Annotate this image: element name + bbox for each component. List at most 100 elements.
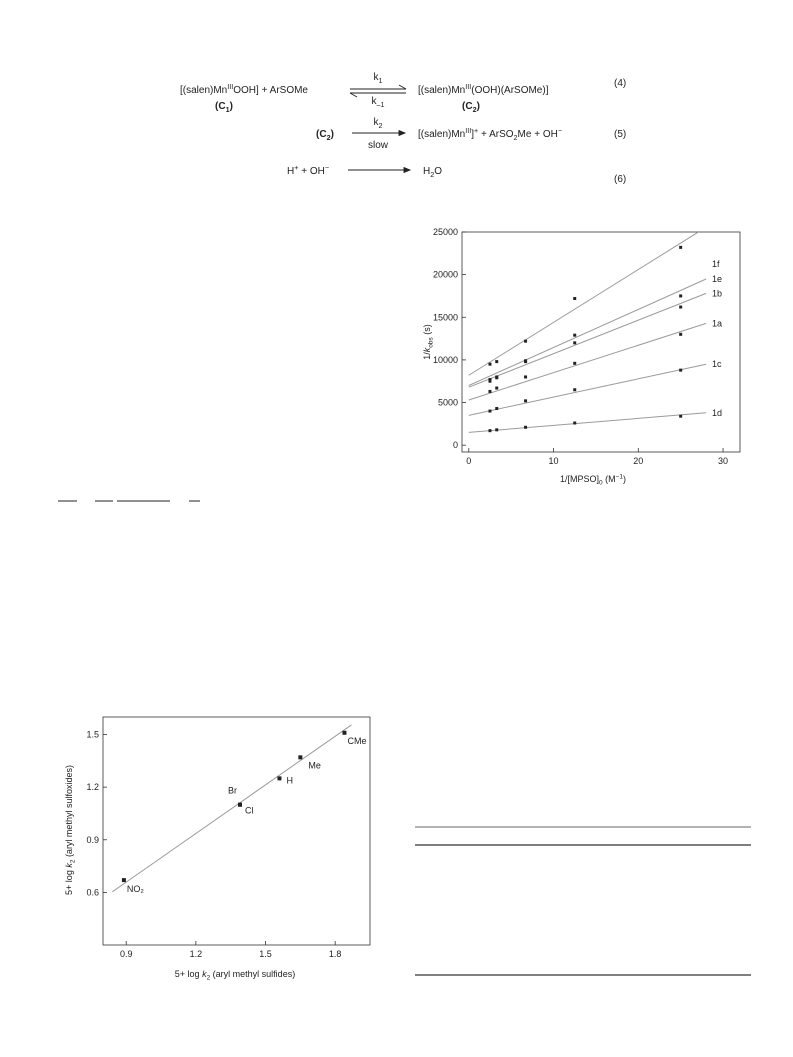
- data-point: [524, 339, 528, 343]
- equation-number: (6): [614, 174, 626, 185]
- rate-constant: k1: [374, 72, 383, 85]
- y-axis-label-part: 2: [70, 859, 77, 863]
- product-part: III: [465, 126, 471, 135]
- y-axis-label-part: 1/: [422, 352, 432, 360]
- data-point: [488, 378, 492, 382]
- arrow-head: [403, 166, 412, 174]
- scheme-arrows: [348, 84, 412, 174]
- reactant: [(salen)MnIIIOOH] + ArSOMe: [180, 82, 308, 96]
- series-label: 1c: [712, 359, 722, 369]
- series-label: 1e: [712, 274, 722, 284]
- compound-label-part: (C: [462, 101, 473, 112]
- y-tick-label: 1.5: [86, 730, 99, 740]
- y-tick-label: 10000: [433, 355, 458, 365]
- data-point: [573, 388, 577, 392]
- point-label: NO₂: [127, 884, 145, 894]
- x-axis-label-part: −1: [616, 473, 624, 480]
- data-point: [298, 755, 303, 760]
- x-axis-label-part: 5+ log: [175, 969, 202, 979]
- compound-label: (C2): [316, 129, 334, 142]
- x-axis-label: 1/[MPSO]0 (M−1): [560, 473, 626, 486]
- data-point: [495, 428, 499, 432]
- fit-line: [468, 322, 707, 401]
- product-part: ]: [471, 129, 474, 140]
- rate-constant-part: 1: [379, 76, 383, 85]
- fit-line: [468, 232, 700, 376]
- data-point: [573, 341, 577, 345]
- data-point: [488, 362, 492, 366]
- rate-constant-part: k: [374, 117, 380, 128]
- data-point: [488, 379, 492, 383]
- y-axis-label-part: k: [64, 863, 74, 868]
- compound-label-part: 1: [226, 105, 230, 114]
- y-tick-label: 20000: [433, 270, 458, 280]
- plot-area: [468, 232, 707, 433]
- plot-frame: [461, 231, 741, 453]
- product-part: O: [434, 166, 442, 177]
- scheme: [(salen)MnIIIOOH] + ArSOMe(C1)k1k–1[(sal…: [180, 72, 626, 185]
- data-point: [495, 407, 499, 411]
- reactant-part: OOH] + ArSOMe: [233, 85, 308, 96]
- data-point: [524, 425, 528, 429]
- product-part: + ArSO: [478, 129, 514, 140]
- x-axis-label: 5+ log k2 (aryl methyl sulfides): [175, 969, 295, 982]
- compound-label-part: 2: [473, 105, 477, 114]
- reactant-part: H: [287, 166, 294, 177]
- x-axis-label-part: 0: [599, 480, 603, 487]
- data-point: [679, 305, 683, 309]
- x-axis-label-part: 1/[MPSO]: [560, 474, 599, 484]
- reactant-part: [(salen)Mn: [180, 85, 227, 96]
- data-point: [495, 376, 499, 380]
- x-tick-label: 10: [549, 456, 559, 466]
- equation-number: (5): [614, 129, 626, 140]
- series-label: 1a: [712, 318, 722, 328]
- fit-line: [468, 363, 707, 416]
- x-axis-label-part: (M: [603, 474, 616, 484]
- y-axis-label-part: k: [422, 347, 432, 352]
- series-label: 1d: [712, 408, 722, 418]
- y-tick-label: 1.2: [86, 782, 99, 792]
- data-point: [342, 730, 347, 735]
- arrow-head: [398, 129, 407, 137]
- compound-label-part: ): [230, 101, 233, 112]
- x-axis-label-part: 2: [207, 975, 211, 982]
- x-axis-label-part: ): [623, 474, 626, 484]
- x-tick-label: 1.2: [190, 949, 203, 959]
- compound-label: (C2): [462, 101, 480, 114]
- data-point: [495, 386, 499, 390]
- data-point: [573, 421, 577, 425]
- data-point: [524, 375, 528, 379]
- x-tick-label: 0.9: [120, 949, 133, 959]
- series-label: 1f: [712, 259, 720, 269]
- condition: slow: [368, 140, 389, 151]
- product-part: [(salen)Mn: [418, 85, 465, 96]
- compound-label-part: (C: [215, 101, 226, 112]
- rate-constant: k–1: [372, 96, 385, 109]
- point-label: Me: [308, 760, 321, 770]
- product: [(salen)MnIII]+ + ArSO2Me + OH−: [418, 126, 562, 142]
- rate-constant-part: k: [372, 96, 378, 107]
- x-axis-label-part: k: [202, 969, 207, 979]
- x-axis-label-part: (aryl methyl sulfides): [210, 969, 295, 979]
- product-part: +: [474, 126, 478, 135]
- product-part: (OOH)(ArSOMe)]: [471, 85, 548, 96]
- x-tick-label: 20: [633, 456, 643, 466]
- y-axis-label-part: 5+ log: [64, 868, 74, 895]
- point-label: Br: [228, 786, 237, 796]
- data-point: [679, 245, 683, 249]
- fit-line: [468, 412, 707, 433]
- chart: 0 5000 10000 15000 20000 25000 0 10 20 30 1/[MPSO]…: [422, 227, 741, 487]
- data-point: [237, 802, 242, 807]
- product-part: Me + OH: [518, 129, 558, 140]
- arrow-head: [398, 84, 407, 90]
- product-part: −: [558, 126, 562, 135]
- x-tick-label: 1.8: [329, 949, 342, 959]
- compound-label-part: ): [477, 101, 480, 112]
- chart: 0.60.91.21.50.9 1.2 1.5 1.85+ log k2 (aryl …: [64, 716, 371, 982]
- data-point: [679, 332, 683, 336]
- compound-label-part: 2: [327, 133, 331, 142]
- reactant: H+ + OH−: [287, 163, 329, 177]
- rate-constant-part: k: [374, 72, 380, 83]
- y-axis-label-part: (aryl methyl sulfoxides): [64, 765, 74, 860]
